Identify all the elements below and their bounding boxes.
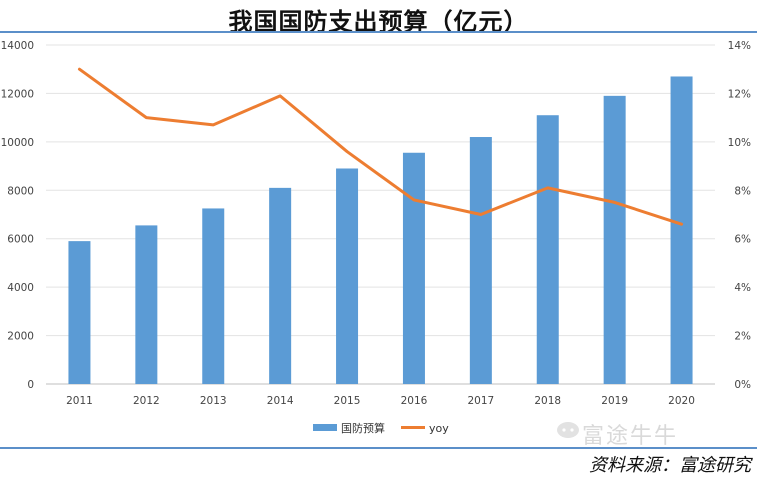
bar-2016 xyxy=(403,153,425,384)
left-axis-tick-label: 8000 xyxy=(7,185,34,197)
bar-2013 xyxy=(202,208,224,384)
left-axis-tick-label: 2000 xyxy=(7,331,34,343)
bar-series xyxy=(68,76,692,384)
left-axis-tick-label: 6000 xyxy=(7,234,34,246)
right-axis-tick-label: 8% xyxy=(734,185,751,197)
yoy-line xyxy=(79,69,681,224)
legend: 国防预算 yoy xyxy=(313,421,449,435)
bar-2015 xyxy=(336,168,358,384)
x-axis-tick-label: 2014 xyxy=(267,395,294,407)
x-axis-tick-label: 2020 xyxy=(668,395,695,407)
right-axis-tick-label: 12% xyxy=(728,88,751,100)
left-axis-tick-label: 14000 xyxy=(1,40,34,52)
chat-bubble-icon xyxy=(556,421,580,441)
bar-2019 xyxy=(604,96,626,384)
source-note: 资料来源：富途研究 xyxy=(589,451,751,477)
x-axis-tick-label: 2019 xyxy=(601,395,628,407)
x-axis-tick-label: 2018 xyxy=(534,395,561,407)
left-axis-tick-label: 10000 xyxy=(1,137,34,149)
legend-label-line: yoy xyxy=(429,422,449,435)
left-axis-tick-label: 0 xyxy=(27,379,34,391)
right-axis-ticks: 0% 2% 4% 6% 8% 10% 12% 14% xyxy=(728,40,751,391)
right-axis-tick-label: 0% xyxy=(734,379,751,391)
x-axis-tick-label: 2013 xyxy=(200,395,227,407)
bar-2017 xyxy=(470,137,492,384)
x-axis-tick-label: 2015 xyxy=(334,395,361,407)
right-axis-tick-label: 14% xyxy=(728,40,751,52)
bar-2020 xyxy=(671,76,693,384)
x-axis-tick-label: 2016 xyxy=(401,395,428,407)
line-series xyxy=(79,69,681,224)
x-axis-ticks: 2011 2012 2013 2014 2015 2016 2017 2018 2019 2020 xyxy=(66,395,695,407)
left-axis-tick-label: 4000 xyxy=(7,282,34,294)
watermark-text: 富途牛牛 xyxy=(582,418,678,450)
x-axis-tick-label: 2017 xyxy=(467,395,494,407)
x-axis-tick-label: 2012 xyxy=(133,395,160,407)
left-axis-ticks: 0 2000 4000 6000 8000 10000 12000 14000 xyxy=(1,40,34,391)
legend-swatch-bar xyxy=(313,424,337,431)
legend-label-bar: 国防预算 xyxy=(341,421,385,435)
bar-2012 xyxy=(135,225,157,384)
right-axis-tick-label: 6% xyxy=(734,234,751,246)
bar-2014 xyxy=(269,188,291,384)
bar-2018 xyxy=(537,115,559,384)
right-axis-tick-label: 2% xyxy=(734,331,751,343)
left-axis-tick-label: 12000 xyxy=(1,88,34,100)
right-axis-tick-label: 10% xyxy=(728,137,751,149)
bar-2011 xyxy=(68,241,90,384)
x-axis-tick-label: 2011 xyxy=(66,395,93,407)
right-axis-tick-label: 4% xyxy=(734,282,751,294)
